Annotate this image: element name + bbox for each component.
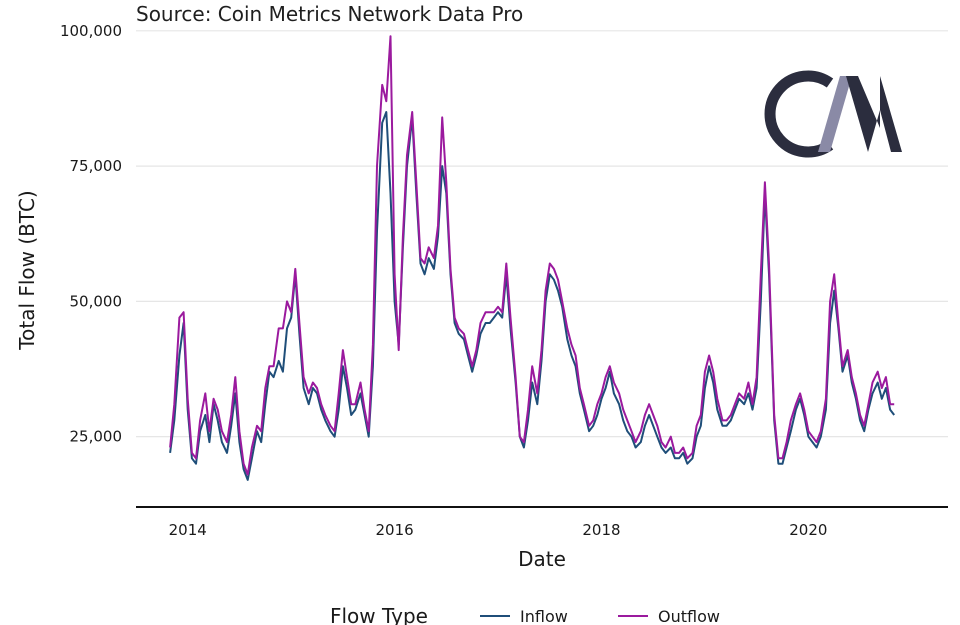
legend-label-inflow: Inflow [520,607,568,625]
cm-logo-c [764,70,834,158]
x-tick-label: 2020 [789,521,827,539]
chart-subtitle: Source: Coin Metrics Network Data Pro [136,2,524,26]
y-tick-labels: 25,000 50,000 75,000 100,000 [60,22,122,446]
cm-logo-m [846,76,902,152]
x-tick-label: 2018 [582,521,620,539]
x-tick-label: 2014 [169,521,207,539]
y-axis-title: Total Flow (BTC) [15,190,39,350]
legend: Flow Type Inflow Outflow [330,604,720,625]
series-line-inflow [169,111,895,481]
y-tick-label: 25,000 [70,428,123,446]
cm-logo [764,70,902,158]
y-tick-label: 100,000 [60,22,122,40]
x-tick-labels: 2014 2016 2018 2020 [169,521,828,539]
series-layer [169,35,895,481]
series-line-outflow [169,35,895,476]
legend-label-outflow: Outflow [658,607,720,625]
x-tick-label: 2016 [376,521,414,539]
legend-title: Flow Type [330,604,428,625]
x-axis-title: Date [518,547,566,571]
y-tick-label: 75,000 [70,157,123,175]
legend-items: Inflow Outflow [480,607,720,625]
cm-logo-slash [818,76,852,152]
y-tick-label: 50,000 [70,292,123,310]
